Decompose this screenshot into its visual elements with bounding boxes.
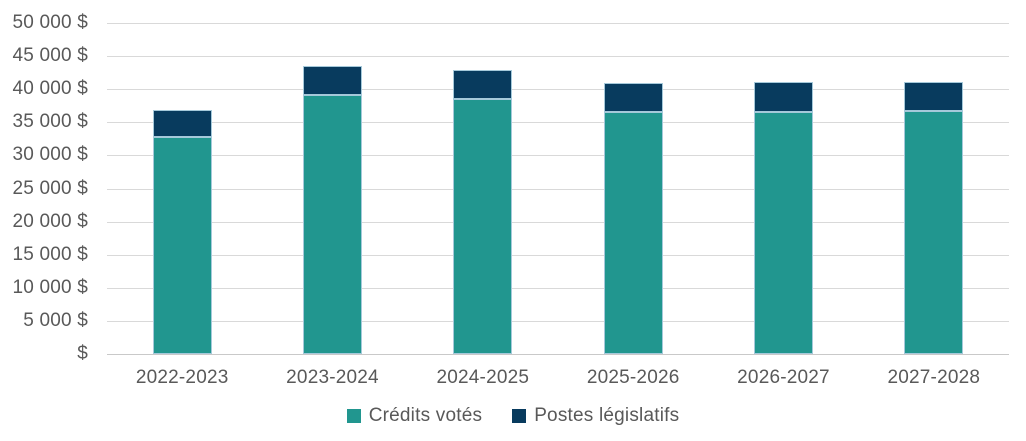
y-axis-tick-label: 50 000 $	[12, 12, 88, 33]
x-axis-tick-label: 2023-2024	[286, 367, 379, 388]
legend-label: Postes législatifs	[534, 405, 680, 426]
bar-segment-postes-legislatifs	[754, 81, 813, 112]
legend-swatch	[512, 409, 527, 423]
bar-segment-postes-legislatifs	[303, 65, 362, 95]
gridline	[107, 254, 1009, 256]
gridline	[107, 23, 1009, 24]
bar-segment-credits-votes	[754, 111, 813, 354]
gridline	[107, 287, 1009, 289]
bar-segment-postes-legislatifs	[152, 109, 212, 137]
gridline	[107, 122, 1009, 124]
y-axis-tick-label: 5 000 $	[23, 309, 88, 331]
bar-segment-postes-legislatifs	[603, 83, 663, 113]
y-axis-tick-label: 10 000 $	[12, 276, 88, 298]
x-axis-tick-label: 2022-2023	[135, 367, 229, 388]
bar-segment-postes-legislatifs	[904, 81, 964, 112]
gridline	[107, 320, 1009, 322]
x-axis-tick-label: 2025-2026	[586, 367, 680, 388]
legend-swatch	[346, 409, 361, 423]
x-axis-line	[107, 354, 1009, 355]
legend-label: Crédits votés	[368, 405, 483, 426]
gridline	[107, 155, 1009, 157]
y-axis-tick-label: 15 000 $	[12, 243, 88, 265]
bar-segment-credits-votes	[603, 112, 663, 354]
y-axis-tick-label: 20 000 $	[12, 210, 88, 232]
y-axis-tick-label: 25 000 $	[12, 177, 88, 199]
y-axis-tick-label: 30 000 $	[12, 144, 88, 166]
y-axis-tick-label: 45 000 $	[12, 45, 88, 67]
y-axis-tick-label: $	[77, 343, 88, 364]
legend-item: Crédits votés	[346, 405, 483, 427]
y-axis-tick-label: 40 000 $	[12, 78, 88, 100]
y-axis-tick-label: 35 000 $	[12, 111, 88, 133]
bar-segment-credits-votes	[303, 94, 362, 354]
gridline	[107, 188, 1009, 190]
bar-segment-credits-votes	[453, 99, 513, 354]
bar-segment-credits-votes	[152, 136, 212, 354]
bar-segment-credits-votes	[904, 111, 964, 354]
legend: Crédits votés Postes législatifs	[0, 405, 1026, 427]
gridline	[107, 89, 1009, 91]
gridline	[107, 56, 1009, 58]
legend-item: Postes législatifs	[512, 405, 679, 427]
gridline	[107, 221, 1009, 223]
x-axis-tick-label: 2027-2028	[887, 367, 981, 388]
bar-segment-postes-legislatifs	[453, 70, 513, 100]
x-axis-tick-label: 2024-2025	[436, 367, 530, 388]
x-axis-tick-label: 2026-2027	[737, 367, 830, 388]
